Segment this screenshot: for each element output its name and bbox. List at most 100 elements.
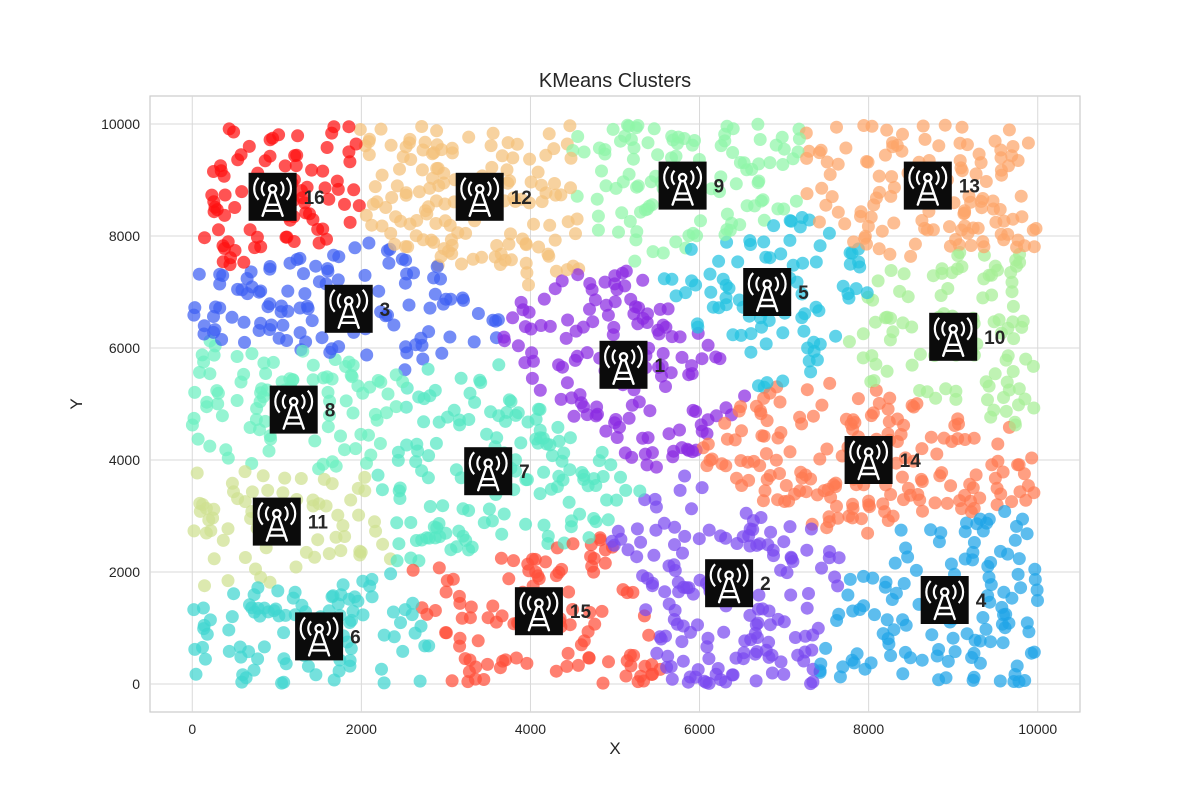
scatter-point [322, 547, 336, 561]
scatter-point [815, 181, 829, 195]
tower-wave-right-inner [300, 393, 306, 410]
scatter-point [358, 470, 372, 484]
scatter-point [894, 428, 908, 441]
scatter-point [973, 634, 987, 648]
scatter-point [541, 529, 555, 543]
scatter-point [1027, 240, 1041, 254]
cluster-label: 13 [959, 177, 980, 198]
scatter-point [228, 244, 242, 257]
scatter-point [595, 604, 609, 618]
scatter-point [525, 371, 539, 385]
scatter-point [522, 564, 536, 578]
tower-wave-left-inner [260, 181, 266, 197]
scatter-point [734, 328, 748, 342]
scatter-point [203, 439, 217, 453]
scatter-point [829, 329, 843, 343]
scatter-point [423, 500, 437, 513]
scatter-point [463, 653, 477, 667]
scatter-point [219, 443, 233, 457]
scatter-point [215, 333, 229, 346]
scatter-point [387, 318, 401, 332]
scatter-point [463, 611, 477, 625]
scatter-point [771, 612, 785, 626]
scatter-point [972, 147, 986, 161]
scatter-point [809, 300, 823, 314]
scatter-point [614, 470, 627, 484]
scatter-point [390, 554, 404, 568]
scatter-point [382, 256, 396, 270]
scatter-point [534, 319, 548, 332]
y-tick-label: 0 [132, 676, 140, 692]
scatter-point [606, 328, 620, 342]
scatter-point [296, 344, 310, 358]
scatter-point [548, 177, 561, 190]
scatter-point [353, 123, 367, 136]
scatter-point [895, 144, 909, 158]
scatter-point [665, 129, 679, 143]
scatter-point [810, 353, 824, 367]
scatter-point [356, 574, 370, 588]
scatter-point [431, 161, 445, 175]
scatter-point [277, 652, 291, 666]
scatter-point [758, 484, 772, 498]
scatter-point [771, 431, 785, 445]
radio-tower-icon [599, 340, 648, 389]
scatter-point [384, 138, 398, 152]
scatter-point [520, 656, 534, 670]
scatter-point [763, 156, 777, 170]
scatter-point [615, 206, 629, 220]
scatter-point [276, 486, 290, 500]
scatter-point [344, 642, 358, 656]
scatter-point [188, 642, 202, 656]
scatter-point [924, 430, 938, 444]
scatter-point [1011, 154, 1025, 167]
scatter-point [767, 219, 781, 233]
scatter-point [405, 608, 419, 622]
scatter-point [726, 146, 740, 159]
scatter-point [334, 588, 348, 602]
scatter-point [809, 255, 823, 269]
scatter-point [411, 444, 425, 458]
scatter-point [402, 136, 416, 150]
scatter-point [887, 216, 901, 230]
scatter-point [599, 424, 613, 438]
scatter-point [992, 313, 1006, 327]
scatter-point [920, 385, 934, 399]
scatter-point [1030, 583, 1044, 597]
scatter-point [650, 646, 664, 660]
scatter-point [815, 398, 829, 412]
scatter-point [673, 483, 687, 497]
scatter-point [563, 119, 577, 133]
scatter-point [771, 493, 785, 507]
scatter-point [729, 651, 743, 665]
scatter-point [831, 205, 845, 219]
tower-wave-right-outer [940, 165, 948, 190]
scatter-point [800, 187, 814, 201]
scatter-point [391, 453, 405, 467]
scatter-point [969, 468, 983, 482]
scatter-point [1013, 485, 1027, 499]
scatter-point [430, 124, 444, 138]
scatter-point [484, 405, 498, 419]
radio-tower-icon [455, 172, 504, 221]
scatter-point [185, 418, 199, 432]
scatter-point [276, 318, 290, 332]
tower-wave-left-outer [747, 272, 755, 296]
scatter-point [374, 305, 388, 319]
scatter-point [643, 404, 657, 418]
scatter-point [587, 472, 601, 486]
scatter-point [800, 601, 814, 615]
scatter-point [187, 524, 201, 538]
scatter-point [675, 350, 689, 364]
scatter-point [802, 213, 816, 227]
tower-wave-left-inner [526, 595, 532, 611]
scatter-point [531, 165, 545, 179]
scatter-point [730, 537, 744, 550]
scatter-point [359, 208, 373, 222]
scatter-point [828, 570, 842, 584]
scatter-point [193, 365, 206, 379]
scatter-point [1006, 365, 1020, 378]
scatter-point [872, 185, 886, 199]
scatter-point [960, 516, 973, 530]
tower-wave-right-outer [742, 563, 749, 587]
